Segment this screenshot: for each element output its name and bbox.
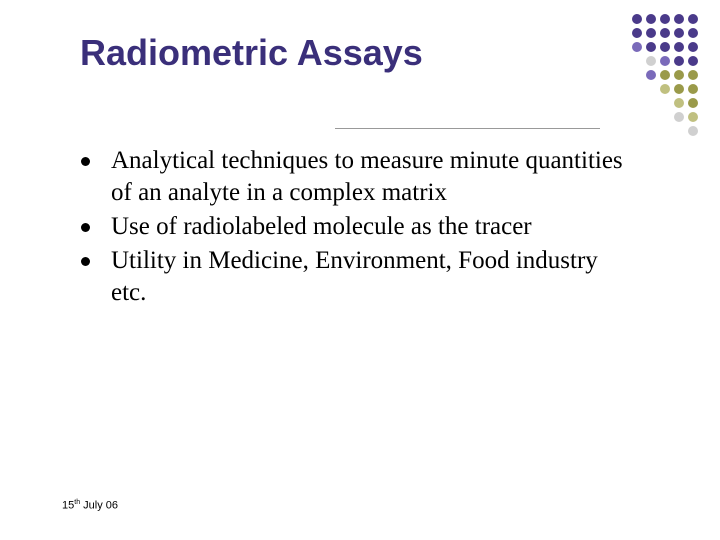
slide-content: Analytical techniques to measure minute … <box>75 145 635 311</box>
slide-title: Radiometric Assays <box>80 32 600 74</box>
title-underline <box>335 128 600 129</box>
footer-rest: July 06 <box>80 500 118 512</box>
footer-date: 15th July 06 <box>62 499 118 512</box>
bullet-list: Analytical techniques to measure minute … <box>75 145 635 309</box>
footer-day: 15 <box>62 500 74 512</box>
bullet-item: Use of radiolabeled molecule as the trac… <box>75 211 635 243</box>
bullet-item: Analytical techniques to measure minute … <box>75 145 635 209</box>
decorative-dots <box>604 14 702 140</box>
bullet-item: Utility in Medicine, Environment, Food i… <box>75 245 635 309</box>
slide: Radiometric Assays Analytical techniques… <box>0 0 720 540</box>
